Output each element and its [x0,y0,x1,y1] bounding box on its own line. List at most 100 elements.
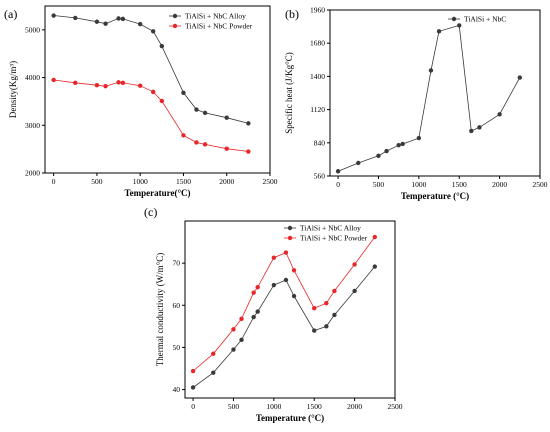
panel-label: (a) [4,7,17,21]
data-point [150,89,156,95]
data-point [137,83,143,88]
series-line [337,24,521,172]
data-point [283,277,289,283]
chart-panel-b: 0 500 1000 1500 2000 2500 560 840 1120 1400 1680 19… [284,6,548,202]
legend-label: TiAlSi + NbC Powder [185,22,253,31]
data-point [116,80,121,85]
y-tick-label: 4000 [25,73,40,82]
series-line [192,236,376,372]
data-point [202,110,208,116]
x-tick-label: 500 [373,180,385,189]
x-tick-label: 0 [52,177,56,186]
x-tick-label: 1000 [411,180,426,189]
data-point [211,370,216,375]
y-tick-label: 60 [173,301,181,310]
data-point [181,90,186,96]
data-point [312,328,317,333]
data-point [116,16,121,21]
y-tick-label: 1120 [310,105,325,114]
data-point [469,128,474,134]
legend-marker [172,13,178,19]
chart-panel-a: 0 500 1000 1500 2000 2500 2000 3000 4000 5000 Temp… [4,5,278,198]
x-tick-label: 2000 [347,402,362,411]
x-tick-label: 500 [228,402,240,411]
data-point [352,262,357,267]
plot-frame [329,9,541,177]
data-point [255,284,260,290]
data-point [211,351,216,356]
data-point [51,13,56,18]
legend-label: TiAlSi + NbC [464,15,506,24]
data-point [159,43,165,49]
x-tick-label: 0 [336,180,340,189]
data-point [103,21,108,26]
data-point [271,282,277,288]
data-point [194,107,199,112]
y-tick-label: 50 [173,343,181,352]
y-tick-label: 560 [314,172,326,181]
data-point [517,75,523,80]
data-point [181,133,186,138]
data-point [224,146,229,151]
data-point [477,125,482,130]
x-tick-label: 1500 [452,180,467,189]
data-point [291,293,297,299]
data-point [231,347,236,352]
data-point [335,169,341,174]
data-point [137,21,143,27]
data-point [94,19,100,24]
data-point [120,16,126,22]
legend-label: TiAlSi + NbC Alloy [300,224,361,233]
data-point [372,264,378,269]
data-point [73,15,78,21]
chart-panel-c: 0 500 1000 1500 2000 2500 40 50 60 70 Temperature … [144,205,403,423]
y-axis-title: Specific heat (J/Kg°C) [284,52,294,134]
panel-label: (c) [144,205,157,219]
data-point [150,29,156,34]
x-axis-title: Temperature (°C) [401,191,469,201]
data-point [352,288,357,294]
series-line [192,266,376,388]
y-tick-label: 1400 [310,72,325,81]
data-point [384,148,389,154]
y-tick-label: 2000 [25,169,40,178]
data-point [94,83,100,88]
y-tick-label: 70 [173,259,181,268]
data-point [372,234,378,240]
data-point [396,142,401,148]
data-point [416,135,422,141]
y-axis-title: Thermal conductivity (W/m°C) [155,253,165,367]
data-point [436,29,442,34]
data-point [51,77,56,83]
x-tick-label: 2500 [263,177,278,186]
legend-marker [287,225,293,231]
data-point [190,385,196,390]
data-point [283,250,289,255]
legend-marker [451,16,457,22]
x-tick-label: 1500 [307,402,322,411]
legend-label: TiAlSi + NbC Alloy [185,12,246,21]
data-point [457,23,462,28]
x-tick-label: 1500 [176,177,191,186]
y-tick-label: 3000 [25,121,40,130]
data-point [246,149,251,154]
data-point [324,300,329,306]
data-point [239,316,244,321]
data-point [159,98,165,104]
data-point [120,80,126,86]
y-tick-label: 5000 [25,25,40,34]
legend-label: TiAlSi + NbC Powder [300,234,368,243]
data-point [73,80,78,86]
legend-marker [172,23,178,29]
y-tick-label: 840 [314,138,326,147]
data-point [291,268,297,273]
y-tick-label: 1960 [310,6,325,15]
x-tick-label: 500 [91,177,103,186]
x-tick-label: 2000 [492,180,507,189]
panel-label: (b) [285,7,299,21]
x-tick-label: 0 [191,402,195,411]
data-point [400,141,405,147]
data-point [255,309,260,314]
data-point [239,337,244,343]
